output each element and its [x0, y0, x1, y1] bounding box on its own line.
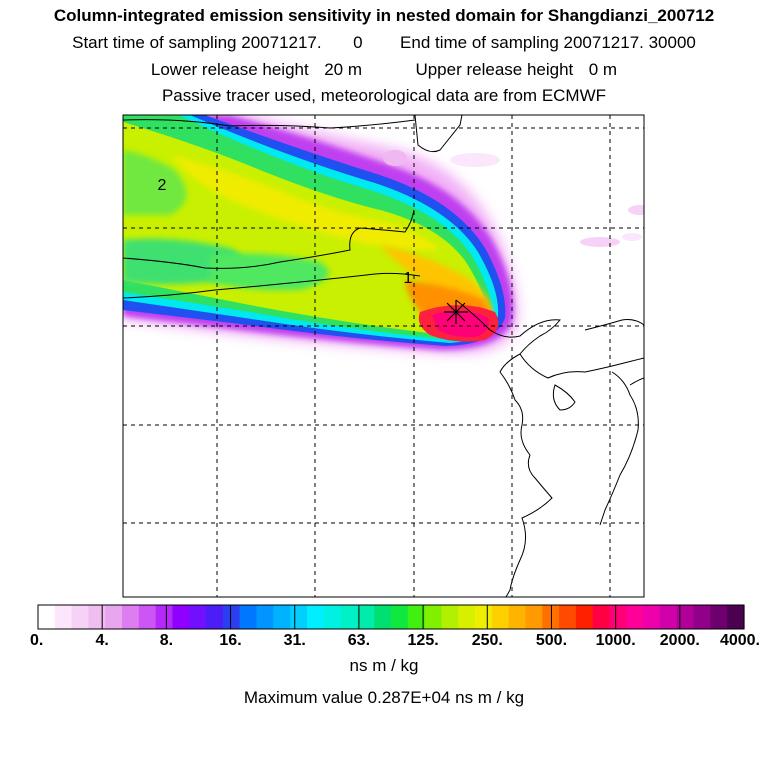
maximum-value-label: Maximum value — [243, 688, 363, 707]
color-scale-cell — [491, 605, 510, 629]
color-scale-cell — [122, 605, 140, 629]
color-scale-cell — [727, 605, 745, 629]
map-frame — [122, 114, 645, 598]
color-scale-cell — [693, 605, 711, 629]
color-scale-cell — [306, 605, 325, 629]
start-time-hour: 0 — [353, 33, 363, 52]
color-scale-cell — [374, 605, 392, 629]
color-scale-cell — [71, 605, 90, 629]
color-scale-tick-label: 8. — [160, 632, 173, 649]
color-scale-cell — [676, 605, 695, 629]
map-label-1: 1 — [404, 270, 413, 287]
color-scale-tick-label: 16. — [219, 632, 241, 649]
color-scale-tick-label: 250. — [472, 632, 503, 649]
maximum-value-number: 0.287E+04 — [367, 688, 451, 707]
sampling-time-line: Start time of sampling 20071217. 0 End t… — [0, 33, 768, 53]
color-scale-unit: ns m / kg — [349, 656, 419, 675]
color-scale-cell — [609, 605, 627, 629]
color-scale-cell — [38, 605, 56, 629]
color-scale-cells — [38, 605, 745, 629]
color-scale-cell — [189, 605, 207, 629]
color-scale-cell — [710, 605, 728, 629]
color-scale-cell — [357, 605, 375, 629]
maximum-value-line: Maximum value 0.287E+04 ns m / kg — [0, 688, 768, 708]
color-scale-cell — [643, 605, 661, 629]
lower-height-value: 20 m — [324, 60, 362, 79]
color-scale-frame — [37, 604, 745, 630]
color-scale-cell — [475, 605, 493, 629]
color-scale-cell — [54, 605, 73, 629]
color-scale-cell — [172, 605, 190, 629]
color-scale-cell — [575, 605, 594, 629]
map-label-2: 2 — [158, 177, 167, 194]
release-site-marker — [444, 300, 468, 324]
upper-height-value: 0 m — [588, 60, 618, 79]
color-scale-tick-label: 4. — [96, 632, 109, 649]
plot-title: Column-integrated emission sensitivity i… — [53, 6, 715, 25]
tracer-note: Passive tracer used, meteorological data… — [161, 86, 607, 105]
color-scale-tick-label: 125. — [408, 632, 439, 649]
color-scale-cell — [508, 605, 527, 629]
lower-height-label: Lower release height — [150, 60, 309, 79]
color-scale-tick-label: 1000. — [596, 632, 636, 649]
color-scale-tick-label: 2000. — [660, 632, 700, 649]
color-scale-tick-label: 63. — [348, 632, 370, 649]
end-time-value: 20071217. 30000 — [563, 33, 696, 52]
color-scale-cell — [222, 605, 241, 629]
color-scale-cell — [256, 605, 274, 629]
color-scale-cell — [88, 605, 106, 629]
color-scale-cell — [525, 605, 543, 629]
color-scale-tick-label: 4000. — [720, 632, 760, 649]
color-scale-cell — [239, 605, 258, 629]
color-scale-cell — [206, 605, 224, 629]
color-scale-cell — [659, 605, 678, 629]
color-scale-ticks: 0. 4. 8. 16. 31. 63. 125. 250. 500. 1000. 2000. 400… — [30, 605, 760, 649]
color-scale-tick-label: 31. — [284, 632, 306, 649]
color-scale-cell — [592, 605, 611, 629]
color-scale-cell — [138, 605, 157, 629]
end-time-label: End time of sampling — [400, 33, 559, 52]
maximum-value-unit: ns m / kg — [455, 688, 525, 707]
color-scale-cell — [323, 605, 342, 629]
release-height-line: Lower release height 20 m Upper release … — [0, 60, 768, 80]
color-scale-cell — [441, 605, 459, 629]
start-time-label: Start time of sampling — [72, 33, 237, 52]
lat-lon-grid — [123, 115, 644, 597]
upper-height-label: Upper release height — [415, 60, 574, 79]
color-scale-cell — [105, 605, 123, 629]
color-scale-cell — [424, 605, 443, 629]
color-scale-cell — [340, 605, 358, 629]
color-scale-cell — [391, 605, 409, 629]
coastlines-and-borders — [123, 115, 644, 597]
color-scale-cell — [290, 605, 308, 629]
color-scale-cell — [273, 605, 291, 629]
color-scale-cell — [407, 605, 426, 629]
color-scale-cell — [155, 605, 174, 629]
color-scale-tick-label: 500. — [536, 632, 567, 649]
color-scale-tick-label: 0. — [30, 632, 43, 649]
color-scale-cell — [458, 605, 476, 629]
start-time-value: 20071217. — [241, 33, 322, 52]
color-scale-cell — [626, 605, 644, 629]
color-scale-cell — [559, 605, 577, 629]
